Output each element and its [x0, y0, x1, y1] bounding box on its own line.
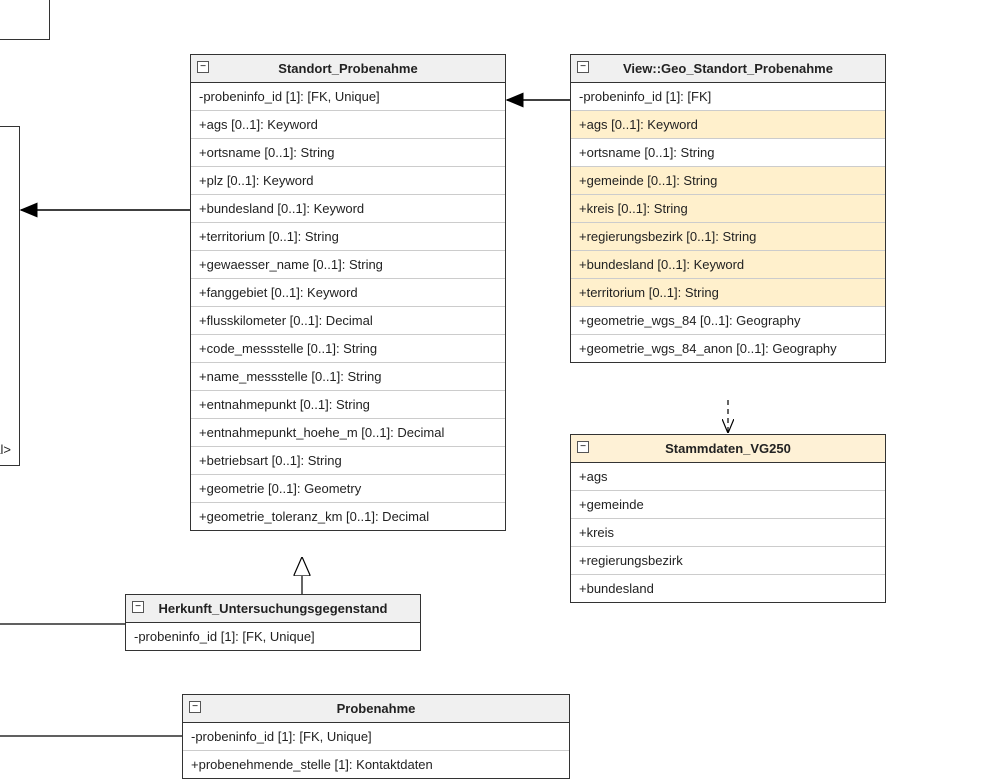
attr-row: +probenehmende_stelle [1]: Kontaktdaten: [183, 751, 569, 778]
attr-row: +gemeinde [0..1]: String: [571, 167, 885, 195]
attr-row: +regierungsbezirk: [571, 547, 885, 575]
class-standort: − Standort_Probenahme -probeninfo_id [1]…: [190, 54, 506, 531]
frag-topleft-class: [0, 0, 50, 40]
attr-row: -probeninfo_id [1]: [FK, Unique]: [126, 623, 420, 650]
attr-row: +ags [0..1]: Keyword: [191, 111, 505, 139]
class-view-geo: − View::Geo_Standort_Probenahme -probeni…: [570, 54, 886, 363]
attr-row: -probeninfo_id [1]: [FK]: [571, 83, 885, 111]
attr-row: +kreis [0..1]: String: [571, 195, 885, 223]
attr-row: +fanggebiet [0..1]: Keyword: [191, 279, 505, 307]
class-stammdaten-title-text: Stammdaten_VG250: [665, 441, 791, 456]
attr-row: +ortsname [0..1]: String: [191, 139, 505, 167]
attr-row: +ags [0..1]: Keyword: [571, 111, 885, 139]
attr-row: +territorium [0..1]: String: [191, 223, 505, 251]
collapse-icon[interactable]: −: [189, 701, 201, 713]
attr-row: +ortsname [0..1]: String: [571, 139, 885, 167]
attr-row: +geometrie [0..1]: Geometry: [191, 475, 505, 503]
class-herkunft-title-text: Herkunft_Untersuchungsgegenstand: [159, 601, 388, 616]
collapse-icon[interactable]: −: [577, 61, 589, 73]
attr-row: +geometrie_wgs_84_anon [0..1]: Geography: [571, 335, 885, 362]
collapse-icon[interactable]: −: [197, 61, 209, 73]
attr-row: +bundesland: [571, 575, 885, 602]
attr-row: +territorium [0..1]: String: [571, 279, 885, 307]
class-stammdaten-title: − Stammdaten_VG250: [571, 435, 885, 463]
attr-row: +gemeinde: [571, 491, 885, 519]
class-probenahme-title: − Probenahme: [183, 695, 569, 723]
attr-row: +regierungsbezirk [0..1]: String: [571, 223, 885, 251]
collapse-icon[interactable]: −: [577, 441, 589, 453]
attr-row: -probeninfo_id [1]: [FK, Unique]: [183, 723, 569, 751]
attr-row: +geometrie_toleranz_km [0..1]: Decimal: [191, 503, 505, 530]
attr-row: +bundesland [0..1]: Keyword: [571, 251, 885, 279]
class-view-geo-title-text: View::Geo_Standort_Probenahme: [623, 61, 833, 76]
attr-row: +geometrie_wgs_84 [0..1]: Geography: [571, 307, 885, 335]
class-standort-title: − Standort_Probenahme: [191, 55, 505, 83]
class-herkunft: − Herkunft_Untersuchungsgegenstand -prob…: [125, 594, 421, 651]
class-herkunft-title: − Herkunft_Untersuchungsgegenstand: [126, 595, 420, 623]
attr-row: +entnahmepunkt [0..1]: String: [191, 391, 505, 419]
attr-row: -probeninfo_id [1]: [FK, Unique]: [191, 83, 505, 111]
attr-row: +bundesland [0..1]: Keyword: [191, 195, 505, 223]
attr-row: +plz [0..1]: Keyword: [191, 167, 505, 195]
class-probenahme: − Probenahme -probeninfo_id [1]: [FK, Un…: [182, 694, 570, 779]
attr-row: +ags: [571, 463, 885, 491]
frag-midleft-class: al>: [0, 126, 20, 466]
attr-row: +betriebsart [0..1]: String: [191, 447, 505, 475]
collapse-icon[interactable]: −: [132, 601, 144, 613]
class-standort-title-text: Standort_Probenahme: [278, 61, 417, 76]
class-probenahme-title-text: Probenahme: [337, 701, 416, 716]
frag-midleft-attr: al>: [0, 442, 11, 457]
attr-row: +kreis: [571, 519, 885, 547]
attr-row: +gewaesser_name [0..1]: String: [191, 251, 505, 279]
attr-row: +name_messstelle [0..1]: String: [191, 363, 505, 391]
attr-row: +code_messstelle [0..1]: String: [191, 335, 505, 363]
class-stammdaten: − Stammdaten_VG250 +ags +gemeinde +kreis…: [570, 434, 886, 603]
attr-row: +flusskilometer [0..1]: Decimal: [191, 307, 505, 335]
class-view-geo-title: − View::Geo_Standort_Probenahme: [571, 55, 885, 83]
attr-row: +entnahmepunkt_hoehe_m [0..1]: Decimal: [191, 419, 505, 447]
